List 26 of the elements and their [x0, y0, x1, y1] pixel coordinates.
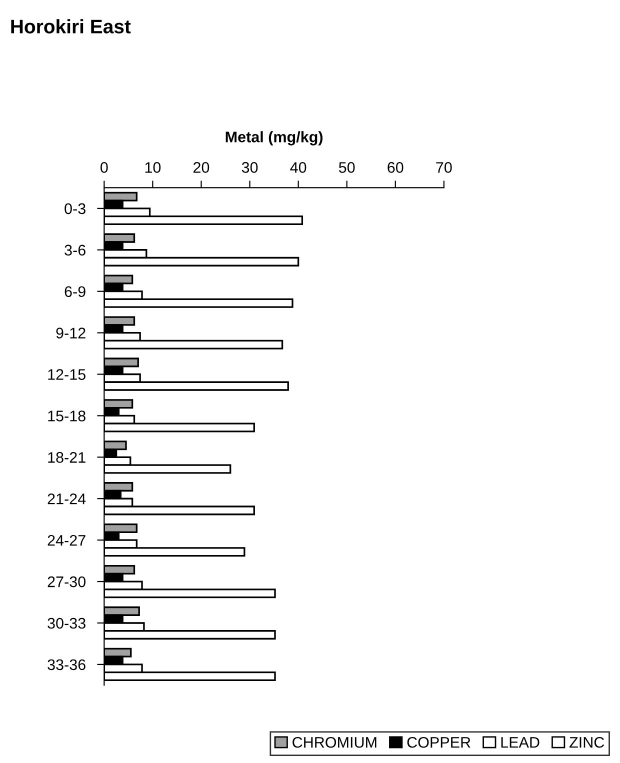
y-tick-label: 30-33	[48, 618, 86, 629]
legend-label: COPPER	[407, 736, 470, 748]
y-tick-label: 9-12	[56, 328, 86, 338]
x-tick-label: 70	[436, 162, 452, 173]
y-tick-label: 18-21	[48, 452, 86, 463]
y-tick-label: 33-36	[48, 659, 86, 670]
x-tick-label: 30	[242, 162, 258, 173]
x-tick-label: 20	[194, 162, 210, 173]
x-tick-label: 40	[290, 162, 306, 173]
legend-label: LEAD	[501, 737, 540, 748]
x-tick-label: 60	[388, 162, 404, 173]
y-tick-label: 27-30	[48, 576, 86, 588]
legend-label: CHROMIUM	[292, 736, 376, 748]
x-tick-label: 0	[100, 162, 108, 173]
chart-title: Horokiri East	[11, 19, 131, 34]
x-axis-title: Metal (mg/kg)	[226, 131, 323, 146]
x-tick-label: 50	[338, 162, 355, 173]
y-tick-label: 6-9	[64, 286, 86, 298]
y-tick-label: 21-24	[48, 493, 86, 504]
y-tick-label: 0-3	[64, 203, 86, 214]
y-tick-label: 15-18	[48, 410, 86, 422]
y-tick-label: 12-15	[48, 369, 86, 380]
legend-label: ZINC	[570, 736, 604, 748]
y-tick-label: 24-27	[48, 534, 86, 546]
x-tick-label: 10	[145, 162, 161, 173]
y-tick-label: 3-6	[64, 244, 86, 256]
